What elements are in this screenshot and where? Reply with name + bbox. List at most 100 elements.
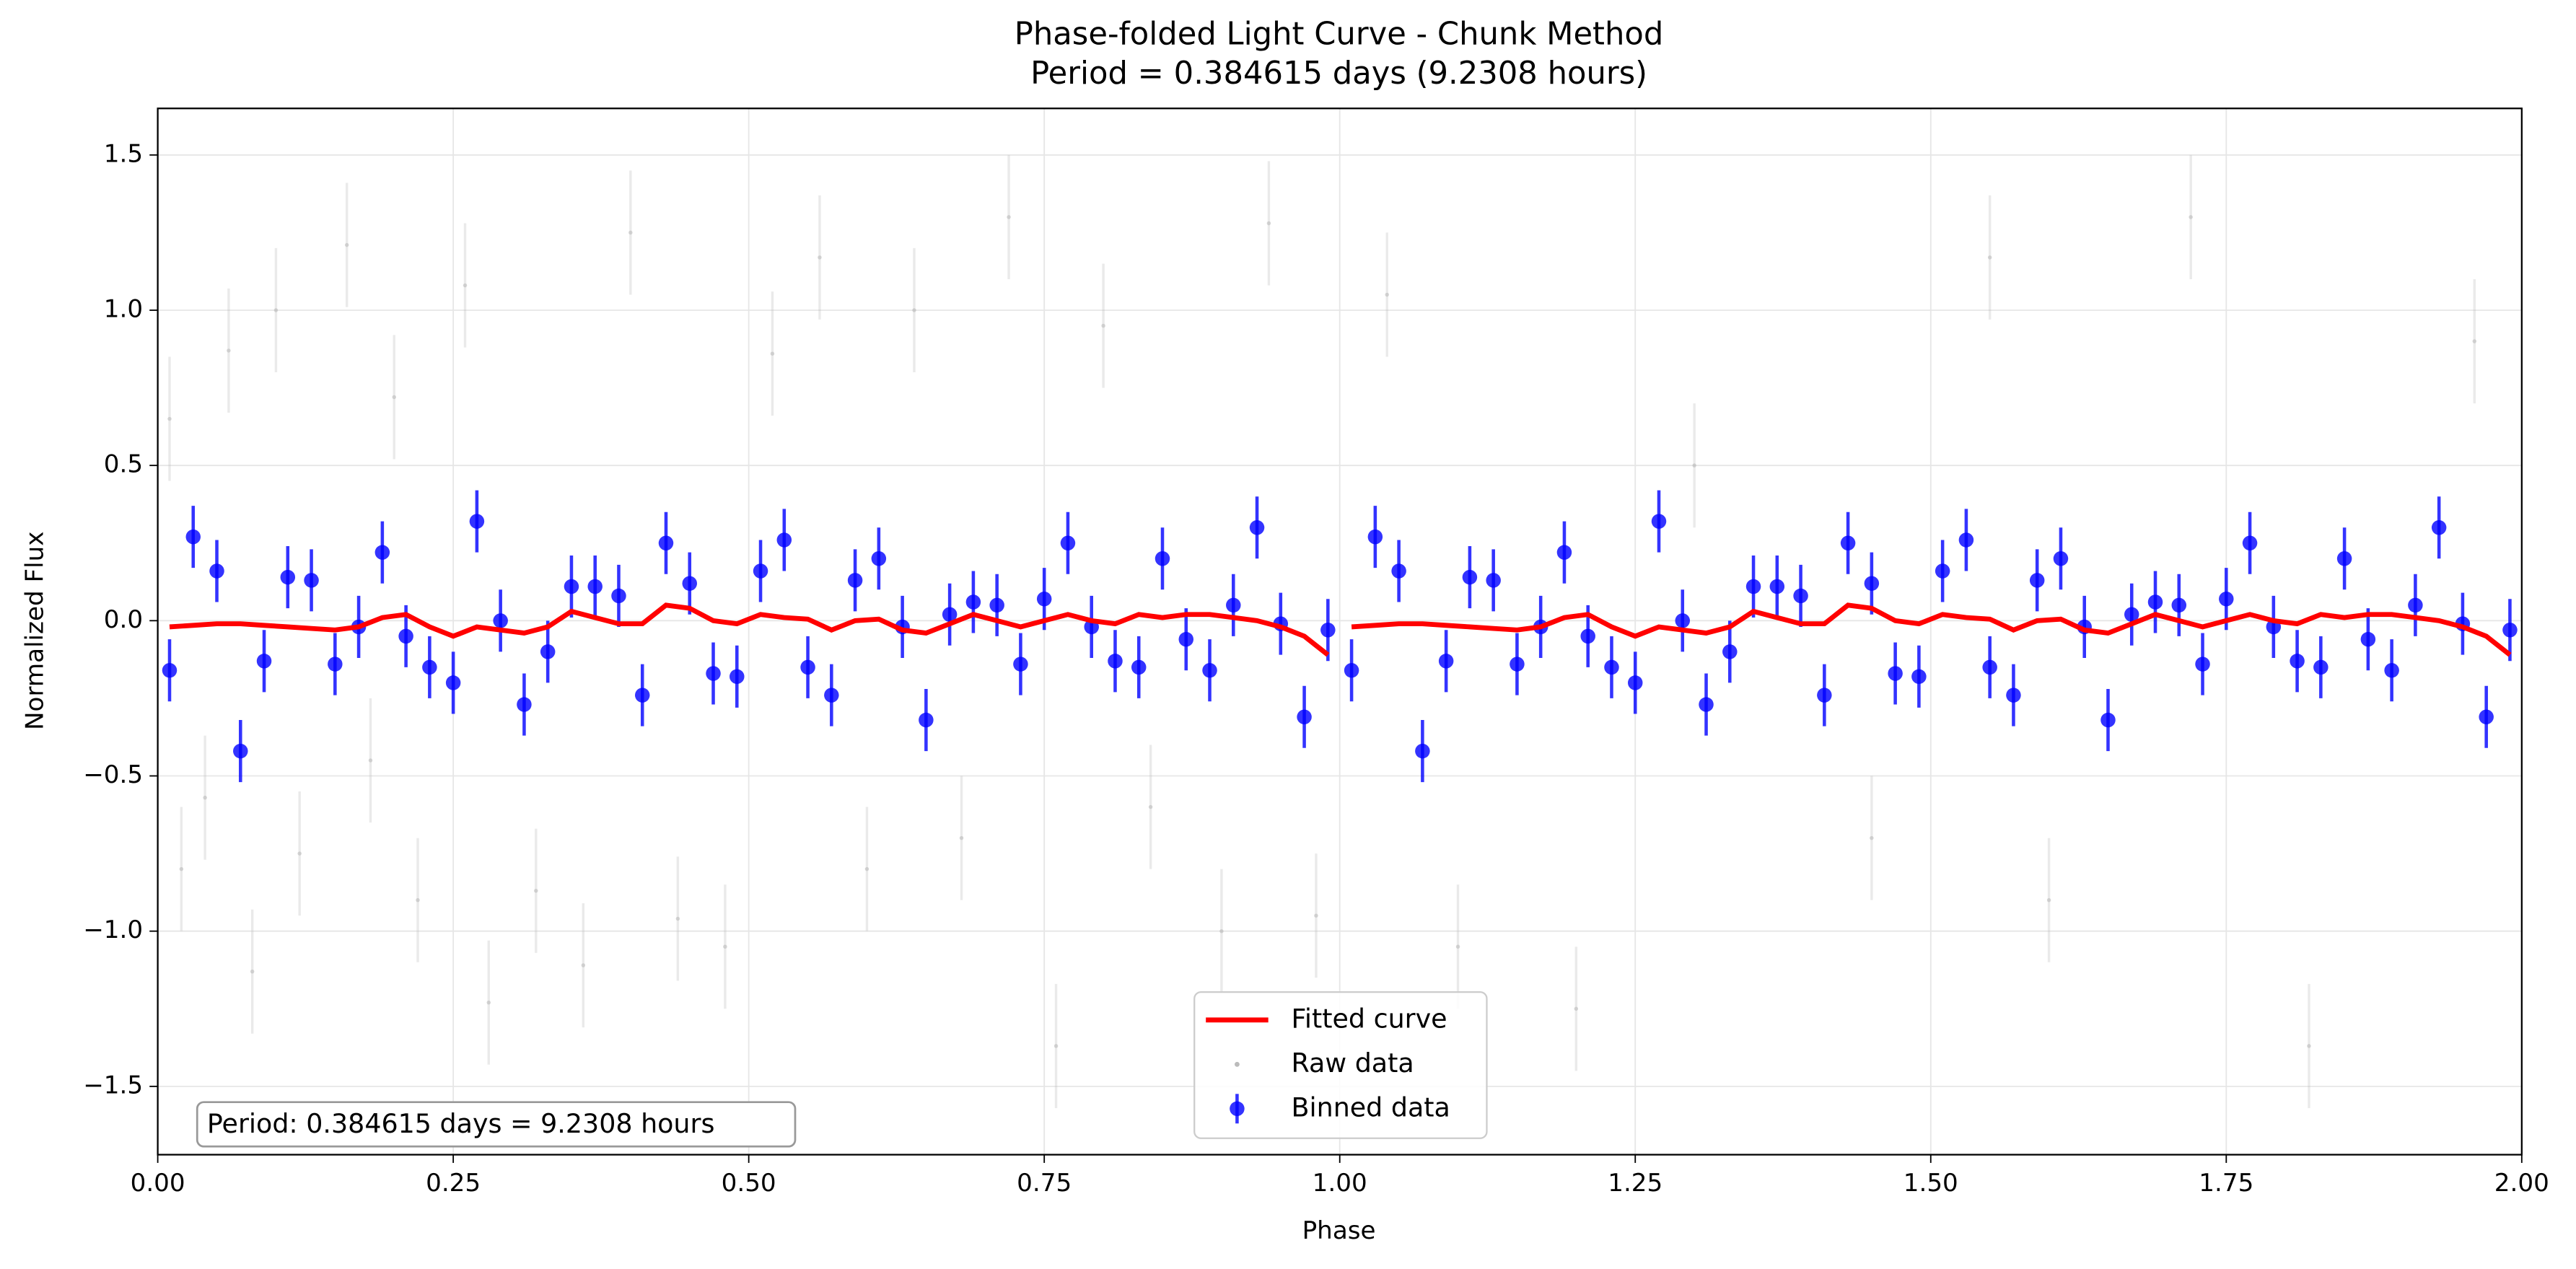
binned-point	[706, 666, 721, 681]
binned-point	[328, 657, 343, 672]
binned-point	[256, 654, 272, 669]
binned-point	[185, 529, 201, 545]
chart-title: Phase-folded Light Curve - Chunk Method	[1015, 17, 1664, 53]
binned-point	[1131, 659, 1147, 675]
x-tick-label: 0.00	[131, 1169, 185, 1198]
y-tick-label: −1.5	[83, 1071, 143, 1099]
raw-point	[1219, 928, 1224, 934]
raw-point	[1455, 944, 1460, 949]
binned-point	[1438, 654, 1454, 669]
y-tick-label: 0.5	[104, 450, 143, 479]
binned-point	[1911, 669, 1927, 685]
binned-point	[233, 743, 248, 759]
annotation: Period: 0.384615 days = 9.2308 hours	[207, 1108, 715, 1139]
x-tick-label: 1.50	[1903, 1169, 1958, 1198]
binned-point	[1462, 569, 1478, 585]
binned-point	[1367, 529, 1383, 545]
binned-point	[611, 588, 626, 604]
legend-label: Raw data	[1292, 1048, 1414, 1079]
binned-point	[1178, 631, 1194, 647]
binned-point	[1226, 597, 1241, 613]
raw-point	[1007, 215, 1011, 219]
x-tick-label: 0.25	[426, 1169, 481, 1198]
plot-frame	[157, 107, 2523, 1156]
binned-point	[1958, 532, 1974, 548]
binned-point	[2479, 709, 2494, 724]
binned-point	[730, 669, 745, 685]
x-tick-label: 1.75	[2199, 1169, 2253, 1198]
raw-point	[2046, 897, 2051, 903]
annotation-box	[196, 1101, 797, 1148]
binned-point	[422, 659, 437, 675]
binned-point	[989, 597, 1004, 613]
binned-point	[1675, 613, 1691, 628]
raw-point	[1101, 323, 1105, 328]
raw-point	[959, 835, 964, 840]
binned-point	[1486, 573, 1501, 588]
y-tick-label: 1.0	[104, 294, 143, 323]
binned-point	[1627, 675, 1643, 690]
binned-point	[374, 545, 390, 560]
y-axis-title: Normalized Flux	[21, 532, 50, 730]
raw-point	[1870, 835, 1874, 840]
raw-point	[534, 889, 538, 893]
raw-point	[463, 283, 468, 288]
binned-point	[2147, 594, 2163, 610]
raw-point	[675, 916, 680, 921]
legend-label: Fitted curve	[1292, 1003, 1447, 1034]
binned-point	[1935, 563, 1950, 579]
binned-point	[1297, 709, 1312, 724]
binned-point	[2431, 519, 2447, 535]
raw-point	[818, 255, 822, 260]
raw-point	[581, 963, 586, 967]
binned-point	[2336, 551, 2352, 566]
raw-point	[250, 969, 255, 974]
x-tick-label: 1.00	[1313, 1169, 1367, 1198]
binned-point	[1888, 666, 1903, 681]
binned-point	[1391, 563, 1406, 579]
raw-point	[227, 348, 231, 353]
binned-point	[2006, 688, 2021, 703]
binned-point	[2313, 659, 2329, 675]
binned-point	[1415, 743, 1430, 759]
y-tick-label: 1.5	[104, 139, 143, 168]
binned-point	[162, 662, 178, 678]
binned-point	[209, 563, 224, 579]
raw-point	[1692, 463, 1696, 467]
legend-label: Binned data	[1292, 1092, 1450, 1123]
binned-point	[1722, 644, 1738, 659]
raw-point	[368, 758, 373, 763]
binned-point	[517, 697, 532, 712]
binned-point	[2053, 551, 2069, 566]
raw-point	[273, 308, 279, 312]
binned-point	[280, 569, 296, 585]
raw-point	[1053, 1044, 1059, 1048]
binned-point	[2029, 573, 2045, 588]
binned-point	[1510, 657, 1525, 672]
binned-point	[776, 532, 792, 548]
raw-point	[1266, 221, 1271, 226]
binned-point	[1249, 519, 1265, 535]
binned-point	[847, 573, 863, 588]
binned-point	[1604, 659, 1619, 675]
binned-point	[540, 644, 556, 659]
binned-point	[1864, 576, 1880, 591]
binned-point	[587, 579, 603, 594]
binned-point	[753, 563, 768, 579]
raw-point	[770, 351, 775, 356]
binned-point	[682, 576, 698, 591]
raw-point	[2189, 215, 2193, 219]
binned-point	[658, 535, 674, 550]
binned-point	[1699, 697, 1714, 712]
raw-point	[1148, 804, 1153, 809]
raw-point	[864, 866, 869, 871]
binned-point	[398, 628, 413, 644]
binned-point	[1202, 662, 1217, 678]
binned-point	[965, 594, 981, 610]
x-tick-label: 2.00	[2494, 1169, 2549, 1198]
binned-point	[1036, 591, 1052, 607]
binned-point	[1769, 579, 1785, 594]
raw-point	[1987, 255, 1992, 260]
